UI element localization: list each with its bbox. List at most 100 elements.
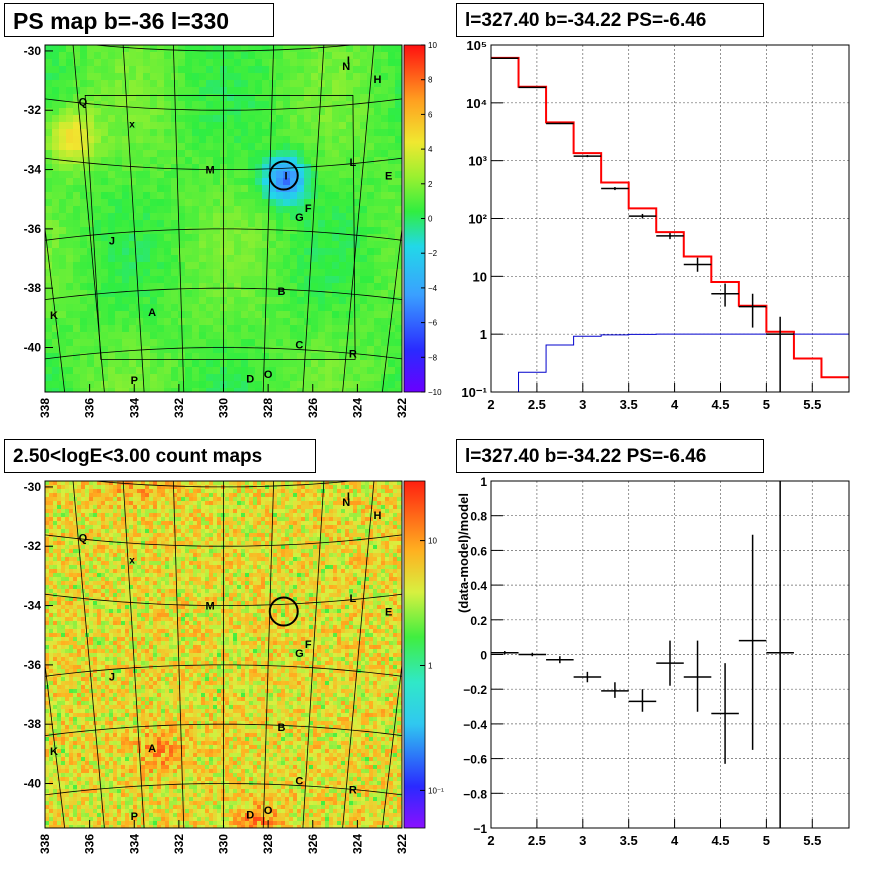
- map-pixel: [360, 381, 368, 389]
- map-pixel: [353, 304, 361, 312]
- map-pixel: [374, 283, 382, 291]
- map-pixel: [367, 290, 375, 298]
- map-pixel: [129, 101, 137, 109]
- map-pixel: [57, 513, 62, 518]
- map-pixel: [325, 185, 333, 193]
- map-pixel: [276, 178, 284, 186]
- map-pixel: [109, 749, 114, 754]
- map-pixel: [133, 817, 138, 822]
- map-pixel: [113, 621, 118, 626]
- map-pixel: [353, 311, 361, 319]
- map-pixel: [346, 213, 354, 221]
- map-pixel: [381, 381, 389, 389]
- map-pixel: [164, 388, 172, 392]
- map-pixel: [143, 276, 151, 284]
- map-pixel: [129, 241, 137, 249]
- map-pixel: [325, 115, 333, 123]
- map-pixel: [108, 101, 116, 109]
- map-pixel: [73, 262, 81, 270]
- map-pixel: [213, 255, 221, 263]
- map-pixel: [227, 164, 235, 172]
- map-pixel: [113, 657, 118, 662]
- map-pixel: [318, 101, 326, 109]
- map-pixel: [339, 269, 347, 277]
- map-pixel: [276, 192, 284, 200]
- map-pixel: [129, 537, 134, 542]
- map-pixel: [248, 381, 256, 389]
- map-pixel: [141, 657, 146, 662]
- map-pixel: [80, 262, 88, 270]
- map-pixel: [129, 164, 137, 172]
- map-pixel: [360, 115, 368, 123]
- map-pixel: [53, 797, 58, 802]
- map-pixel: [381, 234, 389, 242]
- map-pixel: [109, 705, 114, 710]
- map-pixel: [109, 689, 114, 694]
- map-pixel: [262, 171, 270, 179]
- map-pixel: [73, 311, 81, 319]
- map-pixel: [143, 269, 151, 277]
- map-pixel: [241, 115, 249, 123]
- map-pixel: [97, 605, 102, 610]
- map-pixel: [145, 821, 150, 826]
- map-pixel: [234, 304, 242, 312]
- map-pixel: [109, 637, 114, 642]
- map-pixel: [97, 677, 102, 682]
- map-pixel: [164, 241, 172, 249]
- map-pixel: [69, 629, 74, 634]
- map-pixel: [137, 581, 142, 586]
- map-pixel: [325, 213, 333, 221]
- map-pixel: [133, 713, 138, 718]
- map-pixel: [61, 549, 66, 554]
- map-pixel: [283, 381, 291, 389]
- map-pixel: [381, 136, 389, 144]
- map-pixel: [283, 171, 291, 179]
- map-pixel: [185, 178, 193, 186]
- map-pixel: [87, 108, 95, 116]
- map-pixel: [93, 733, 98, 738]
- map-pixel: [283, 73, 291, 81]
- map-pixel: [276, 367, 284, 375]
- map-pixel: [164, 101, 172, 109]
- map-pixel: [136, 325, 144, 333]
- map-pixel: [157, 206, 165, 214]
- map-pixel: [178, 367, 186, 375]
- map-pixel: [101, 525, 106, 530]
- source-label: I: [284, 170, 287, 182]
- map-pixel: [73, 248, 81, 256]
- map-pixel: [129, 553, 134, 558]
- map-pixel: [97, 753, 102, 758]
- map-pixel: [129, 108, 137, 116]
- map-pixel: [367, 325, 375, 333]
- map-pixel: [248, 206, 256, 214]
- map-pixel: [137, 525, 142, 530]
- map-pixel: [276, 108, 284, 116]
- map-pixel: [283, 80, 291, 88]
- map-pixel: [339, 318, 347, 326]
- map-pixel: [49, 565, 54, 570]
- map-pixel: [360, 262, 368, 270]
- map-pixel: [171, 59, 179, 67]
- map-pixel: [81, 605, 86, 610]
- map-pixel: [108, 94, 116, 102]
- map-pixel: [192, 374, 200, 382]
- map-pixel: [325, 80, 333, 88]
- map-pixel: [105, 621, 110, 626]
- colorbar-tick-label: −4: [428, 284, 438, 293]
- map-pixel: [87, 248, 95, 256]
- map-pixel: [262, 248, 270, 256]
- map-pixel: [53, 825, 58, 828]
- map-pixel: [381, 311, 389, 319]
- map-pixel: [57, 489, 62, 494]
- map-pixel: [81, 685, 86, 690]
- map-pixel: [57, 521, 62, 526]
- map-pixel: [133, 513, 138, 518]
- map-pixel: [367, 276, 375, 284]
- map-pixel: [241, 220, 249, 228]
- map-pixel: [150, 325, 158, 333]
- map-pixel: [45, 269, 53, 277]
- map-pixel: [129, 485, 134, 490]
- map-pixel: [115, 185, 123, 193]
- map-pixel: [283, 45, 291, 53]
- map-pixel: [117, 557, 122, 562]
